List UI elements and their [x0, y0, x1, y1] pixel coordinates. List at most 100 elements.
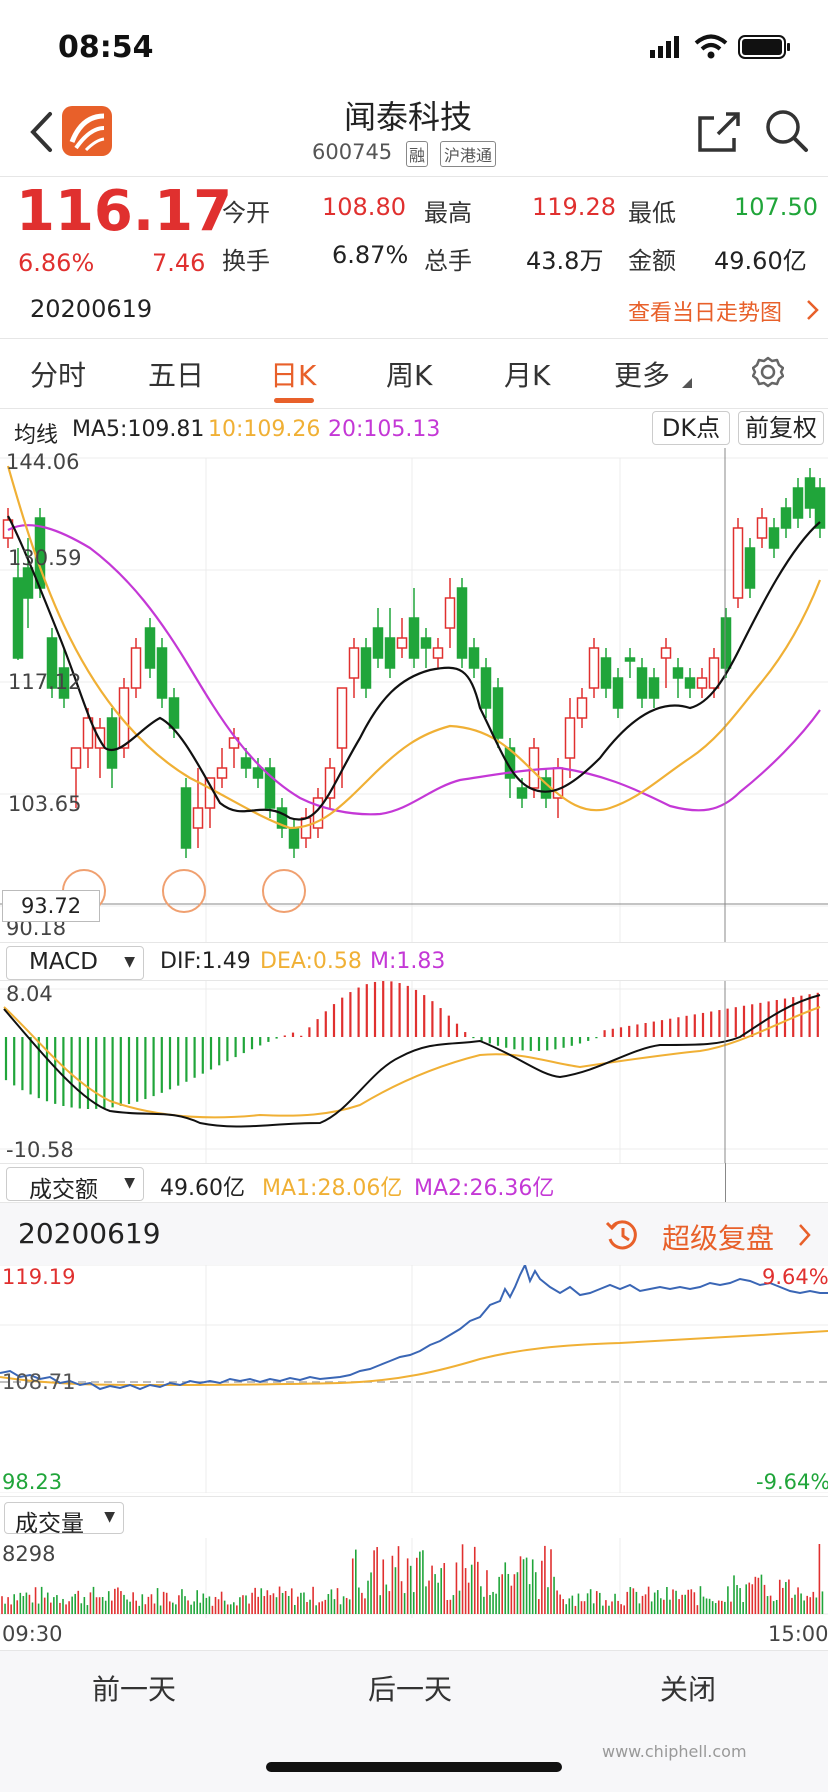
high-label: 最高	[424, 199, 472, 227]
high-value: 119.28	[532, 193, 616, 221]
amount-total: 49.60亿	[160, 1176, 245, 1201]
history-icon[interactable]	[604, 1217, 640, 1253]
macd-chart[interactable]	[0, 981, 828, 1163]
candle-body	[792, 487, 804, 519]
candle-body	[732, 527, 744, 599]
kline-candles	[2, 468, 826, 858]
tab-weekly-k[interactable]: 周K	[386, 359, 433, 392]
triangle-down-icon: ▼	[124, 1175, 135, 1191]
kline-chart[interactable]	[0, 448, 828, 942]
candle-body	[118, 687, 130, 749]
ma5-value: MA5:109.81	[72, 417, 205, 442]
tab-five-day[interactable]: 五日	[148, 359, 205, 392]
ma10-value: 10:109.26	[208, 417, 321, 442]
amount-ma2: MA2:26.36亿	[414, 1176, 555, 1201]
amount-selector-label: 成交额	[29, 1177, 98, 1203]
macd-grid	[0, 981, 828, 1163]
candle-body	[588, 647, 600, 689]
ma10-line	[6, 465, 822, 830]
chevron-right-icon[interactable]	[798, 1223, 812, 1247]
chevron-right-icon[interactable]	[806, 299, 820, 321]
close-button[interactable]: 关闭	[660, 1673, 717, 1706]
tab-daily-k[interactable]: 日K	[270, 359, 317, 392]
intraday-y-mid: 108.71	[2, 1370, 76, 1394]
trend-link[interactable]: 查看当日走势图	[628, 301, 783, 326]
candle-body	[456, 587, 468, 659]
kline-y-label: 130.59	[8, 546, 82, 570]
macd-y-top: 8.04	[6, 982, 53, 1006]
volume-selector[interactable]: 成交量 ▼	[4, 1502, 124, 1537]
candle-body	[612, 677, 624, 709]
share-icon[interactable]	[696, 110, 742, 154]
amount-ma1: MA1:28.06亿	[262, 1176, 403, 1201]
tab-minute[interactable]: 分时	[30, 359, 87, 392]
volume-bars	[1, 1544, 824, 1614]
kline-y-label: 103.65	[8, 792, 82, 816]
watermark: www.chiphell.com	[602, 1742, 747, 1761]
replay-link[interactable]: 超级复盘	[662, 1222, 775, 1255]
tab-monthly-k[interactable]: 月K	[504, 359, 551, 392]
volume-chart[interactable]	[0, 1538, 828, 1618]
caret-down-icon	[682, 378, 692, 388]
turnover-value: 6.87%	[332, 241, 409, 269]
crosshair-vertical	[725, 1163, 726, 1203]
volume-y-top: 8298	[2, 1542, 56, 1566]
ma5-line	[7, 515, 821, 821]
candle-body	[82, 717, 94, 749]
adjust-button[interactable]: 前复权	[738, 411, 824, 445]
tab-more[interactable]: 更多	[614, 359, 671, 392]
status-bar: 08:54	[0, 0, 828, 90]
candle-body	[708, 657, 720, 689]
candle-body	[360, 647, 372, 689]
time-start: 09:30	[2, 1622, 63, 1646]
candle-body	[756, 517, 768, 539]
active-tab-indicator	[274, 398, 314, 403]
amount-selector[interactable]: 成交额 ▼	[6, 1167, 144, 1203]
candle-body	[94, 727, 106, 749]
low-label: 最低	[628, 199, 676, 227]
candle-body	[672, 667, 684, 679]
ma-legend: 均线 MA5:109.81 10:109.26 20:105.13 DK点 前复…	[0, 409, 828, 449]
change-value: 7.46	[152, 249, 206, 277]
candle-body	[372, 627, 384, 659]
gear-icon[interactable]	[752, 356, 784, 388]
status-time: 08:54	[58, 30, 154, 65]
stock-code: 600745	[312, 140, 393, 164]
candle-body	[336, 687, 348, 749]
candle-body	[768, 527, 780, 549]
prev-day-button[interactable]: 前一天	[92, 1673, 177, 1706]
intraday-chart[interactable]	[0, 1265, 828, 1493]
header-bar: 闻泰科技 600745 融 沪港通	[0, 90, 828, 176]
amount-label: 金额	[628, 247, 676, 275]
open-value: 108.80	[322, 193, 406, 221]
dk-button[interactable]: DK点	[652, 411, 730, 445]
candle-body	[180, 787, 192, 849]
volume-selector-label: 成交量	[15, 1511, 84, 1537]
stock-name: 闻泰科技	[344, 98, 473, 136]
connect-badge: 沪港通	[440, 141, 497, 167]
candle-body	[264, 767, 276, 809]
macd-selector[interactable]: MACD ▼	[6, 946, 144, 980]
candle-body	[468, 647, 480, 669]
candle-body	[348, 647, 360, 679]
back-icon[interactable]	[28, 110, 54, 154]
next-day-button[interactable]: 后一天	[368, 1673, 453, 1706]
dif-line	[3, 994, 821, 1128]
avg-price-line	[0, 1330, 828, 1387]
intraday-pct-top: 9.64%	[762, 1265, 828, 1289]
open-label: 今开	[222, 199, 270, 227]
replay-date: 20200619	[18, 1217, 161, 1250]
candle-body	[58, 667, 70, 699]
low-value: 107.50	[734, 193, 818, 221]
macd-y-bottom: -10.58	[6, 1138, 74, 1162]
macd-histogram	[4, 981, 819, 1109]
candle-body	[432, 647, 444, 659]
search-icon[interactable]	[764, 108, 810, 154]
current-price: 116.17	[16, 179, 233, 244]
candle-body	[780, 507, 792, 529]
candle-body	[744, 547, 756, 589]
candle-body	[46, 637, 58, 689]
candle-body	[12, 577, 24, 659]
candle-body	[408, 617, 420, 659]
candle-body	[576, 697, 588, 719]
